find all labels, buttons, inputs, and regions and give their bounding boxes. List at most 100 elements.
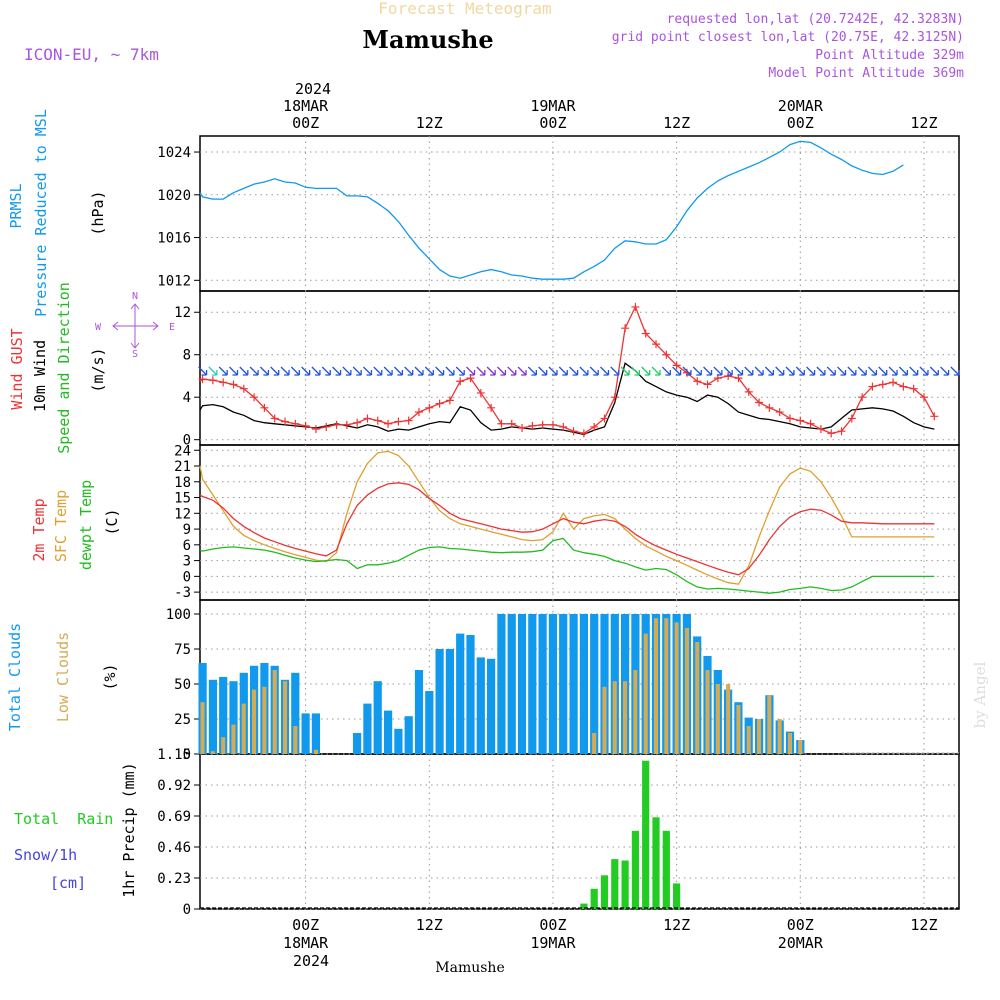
- wind-barb: [661, 366, 671, 376]
- low-cloud-bar: [684, 628, 689, 754]
- wind-barb: [672, 366, 682, 376]
- ytick-label-pressure: 1012: [157, 273, 191, 289]
- ytick-label-clouds: 0: [183, 747, 191, 763]
- low-cloud-bar: [612, 681, 617, 754]
- footer-location: Mamushe: [435, 960, 504, 976]
- total-cloud-bar: [384, 710, 393, 754]
- gust-point: [270, 414, 279, 423]
- pressure-line: [199, 140, 904, 280]
- gust-point: [487, 403, 496, 412]
- wind-barb: [270, 366, 280, 376]
- low-cloud-bar: [767, 695, 772, 754]
- total-cloud-bar: [373, 681, 382, 754]
- total-cloud-bar: [548, 614, 557, 754]
- wind-barb: [527, 366, 538, 376]
- gust-point: [775, 408, 784, 417]
- ytick-label-precip: 0.92: [157, 778, 191, 794]
- dewpt-line: [199, 537, 935, 594]
- total-cloud-bar: [394, 728, 403, 754]
- wind-barb: [373, 366, 383, 376]
- wind-barb: [424, 366, 434, 376]
- gust-point: [693, 377, 702, 386]
- wind-barb: [940, 366, 950, 376]
- wind-barb: [744, 366, 754, 376]
- rain-bar: [642, 760, 650, 909]
- precip-unit: 1hr Precip (mm): [120, 762, 138, 897]
- location-title: Mamushe: [362, 25, 493, 54]
- gust-point: [476, 388, 485, 397]
- wind-barb: [754, 366, 764, 376]
- wind-barb: [888, 366, 898, 376]
- ytick-label-temp: 15: [174, 491, 191, 507]
- sfc-temp-label: SFC Temp: [52, 490, 70, 562]
- total-cloud-bar: [466, 635, 475, 754]
- ytick-label-wind: 0: [183, 433, 191, 449]
- total-cloud-bar: [579, 614, 588, 754]
- gust-point: [394, 417, 403, 426]
- wind-barb: [610, 366, 620, 376]
- wind-barb: [630, 366, 641, 376]
- top-tick-label: 00Z: [292, 114, 319, 132]
- y-tick-labels: 101210161020102404812-303691215182124025…: [157, 145, 191, 918]
- wind-barb: [785, 366, 795, 376]
- wind-barb: [775, 366, 785, 376]
- low-cloud-bar: [798, 740, 803, 754]
- gust-point: [796, 416, 805, 425]
- wind-barb: [198, 366, 208, 376]
- low-cloud-bar: [262, 686, 267, 754]
- ytick-label-temp: 21: [174, 459, 191, 475]
- gust-point: [827, 429, 836, 438]
- wind-barb: [600, 366, 610, 376]
- bottom-tick-label: 00Z: [787, 916, 814, 934]
- top-date-label: 18MAR: [283, 97, 329, 115]
- total-cloud-bar: [353, 733, 362, 754]
- data-marks: [199, 141, 960, 909]
- wind-barb: [538, 366, 548, 376]
- wind-barb: [867, 366, 878, 376]
- pressure-label-2: Pressure Reduced to MSL: [32, 109, 50, 317]
- wind-barb: [620, 366, 630, 376]
- low-cloud-bar: [674, 622, 679, 754]
- ytick-label-clouds: 75: [174, 642, 191, 658]
- low-cloud-bar: [643, 633, 648, 754]
- clouds-unit: (%): [101, 663, 119, 690]
- ytick-label-temp: 9: [183, 522, 191, 538]
- total-cloud-bar: [600, 614, 609, 754]
- gust-point: [518, 424, 527, 433]
- gust-point: [208, 376, 217, 385]
- wind-barb: [435, 366, 445, 376]
- wind-barb: [229, 366, 239, 376]
- ytick-label-pressure: 1020: [157, 188, 191, 204]
- product-title: Forecast Meteogram: [378, 0, 551, 18]
- wind-barb: [692, 366, 702, 376]
- total-cloud-bar: [456, 633, 465, 754]
- gust-point: [837, 427, 846, 436]
- wind-barb: [764, 366, 775, 376]
- gust-point: [497, 419, 506, 428]
- low-cloud-bar: [231, 724, 236, 754]
- pressure-unit: (hPa): [89, 190, 107, 235]
- ytick-label-wind: 12: [174, 305, 191, 321]
- compass-east: E: [169, 322, 175, 333]
- gust-point: [672, 361, 681, 370]
- gust-point: [610, 393, 619, 402]
- wind-barb: [208, 366, 218, 376]
- wind-barb: [909, 366, 919, 376]
- total-cloud-bar: [435, 649, 444, 754]
- ytick-label-pressure: 1024: [157, 145, 191, 161]
- total-cloud-bar: [425, 691, 434, 754]
- wind-barb: [919, 366, 929, 376]
- wind-barb: [579, 366, 589, 376]
- low-cloud-bar: [695, 642, 700, 754]
- total-cloud-bar: [229, 681, 238, 754]
- low-cloud-bar: [777, 719, 782, 754]
- wind-barb: [734, 366, 744, 376]
- low-cloud-bar: [736, 705, 741, 754]
- wind-barb: [569, 366, 579, 376]
- wind-barb: [321, 366, 331, 376]
- gust-point: [528, 421, 537, 430]
- low-cloud-bar: [293, 726, 298, 754]
- gust-point: [353, 418, 362, 427]
- wind-barb: [466, 366, 476, 376]
